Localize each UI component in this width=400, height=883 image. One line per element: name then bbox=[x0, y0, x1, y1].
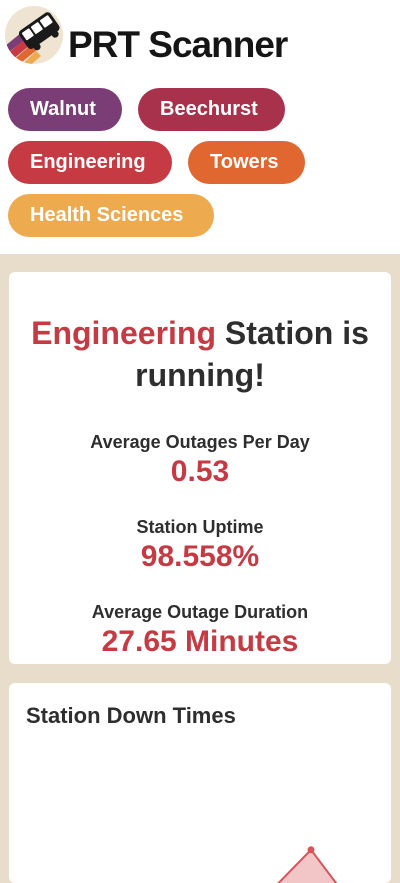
stat-value: 27.65 Minutes bbox=[101, 625, 299, 658]
status-heading: Engineering Station is running! bbox=[9, 312, 391, 396]
station-pill-label: Beechurst bbox=[160, 98, 258, 120]
station-pill-label: Walnut bbox=[30, 98, 96, 120]
stat-value: 98.558% bbox=[140, 540, 260, 573]
chart-area bbox=[278, 849, 337, 883]
station-pill-towers[interactable]: Towers bbox=[188, 141, 305, 184]
status-station-name: Engineering bbox=[31, 315, 216, 351]
stat-outages-per-day: Average Outages Per Day 0.53 bbox=[9, 432, 391, 489]
down-times-chart bbox=[277, 846, 338, 883]
station-pill-walnut[interactable]: Walnut bbox=[8, 88, 122, 131]
chart-point[interactable] bbox=[307, 846, 315, 854]
station-pill-label: Engineering bbox=[30, 151, 146, 173]
stat-outage-duration: Average Outage Duration 27.65 Minutes bbox=[9, 602, 391, 659]
station-pill-engineering[interactable]: Engineering bbox=[8, 141, 172, 184]
app-header: PRT Scanner Walnut Beechurst Engineering… bbox=[0, 0, 400, 254]
station-status-card: Engineering Station is running! Average … bbox=[9, 272, 391, 664]
down-times-chart-card: Station Down Times bbox=[9, 683, 391, 883]
app-title: PRT Scanner bbox=[68, 24, 288, 65]
station-pill-label: Towers bbox=[210, 151, 279, 173]
prt-car-icon[interactable] bbox=[5, 6, 63, 64]
station-pill-beechurst[interactable]: Beechurst bbox=[138, 88, 285, 131]
station-pill-health-sciences[interactable]: Health Sciences bbox=[8, 194, 214, 237]
stat-value: 0.53 bbox=[170, 455, 230, 488]
stat-label: Average Outage Duration bbox=[91, 602, 309, 622]
stat-label: Station Uptime bbox=[136, 517, 264, 537]
stat-station-uptime: Station Uptime 98.558% bbox=[9, 517, 391, 574]
status-suffix: Station is running! bbox=[135, 315, 369, 393]
stat-label: Average Outages Per Day bbox=[90, 432, 310, 452]
chart-title: Station Down Times bbox=[26, 703, 236, 728]
station-pill-label: Health Sciences bbox=[30, 204, 184, 226]
